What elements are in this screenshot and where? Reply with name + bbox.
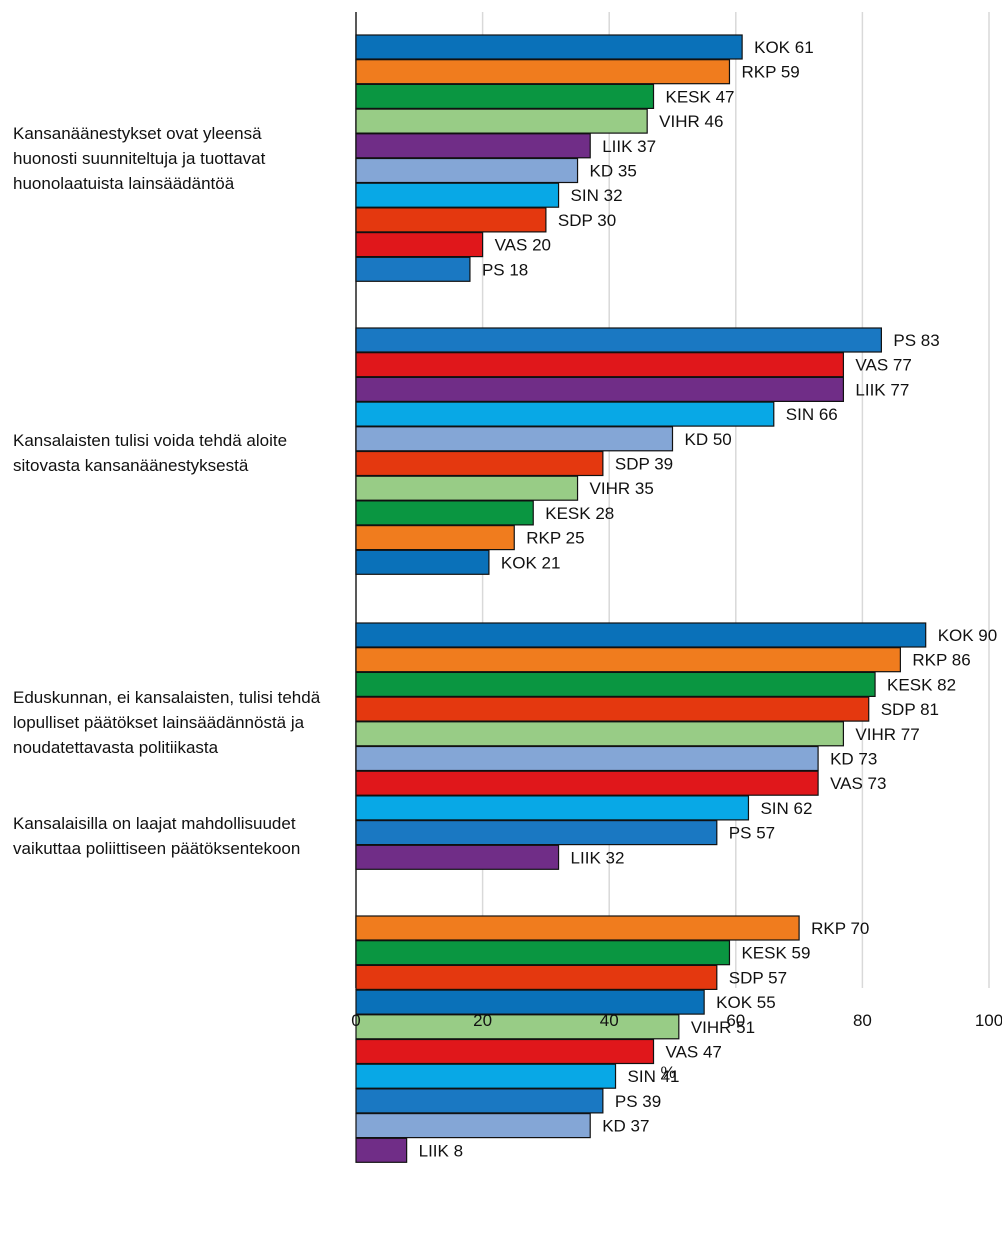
bar-kok — [355, 34, 743, 60]
bar-vihr — [355, 475, 579, 501]
bar-rkp — [355, 524, 515, 551]
bar-kesk — [355, 671, 876, 698]
data-label: VIHR 35 — [590, 479, 654, 498]
bar-sdp — [355, 696, 870, 722]
data-label: PS 83 — [893, 331, 939, 350]
data-label: KD 35 — [590, 162, 637, 181]
data-label: KD 73 — [830, 750, 877, 769]
data-label: KD 50 — [685, 430, 732, 449]
bar-sdp — [355, 964, 718, 991]
data-label: KOK 61 — [754, 38, 814, 57]
category-label: Kansalaisten tulisi voida tehdä aloite — [13, 431, 287, 450]
category-label: Eduskunnan, ei kansalaisten, tulisi tehd… — [13, 688, 321, 707]
data-label: SIN 41 — [628, 1067, 680, 1086]
bar-vas — [355, 770, 819, 796]
data-label: SIN 66 — [786, 405, 838, 424]
x-tick-label: 40 — [600, 1011, 619, 1030]
data-label: LIIK 8 — [419, 1141, 463, 1160]
bar-liik — [355, 1137, 408, 1163]
data-label: KOK 90 — [938, 626, 998, 645]
data-label: VAS 47 — [666, 1043, 722, 1062]
data-label: LIIK 77 — [855, 380, 909, 399]
data-label: SDP 30 — [558, 211, 616, 230]
data-label: SDP 57 — [729, 968, 787, 987]
data-label: VIHR 77 — [855, 725, 919, 744]
bar-kd — [355, 1112, 591, 1139]
category-label: noudatettavasta politiikasta — [13, 738, 219, 757]
x-tick-label: 20 — [473, 1011, 492, 1030]
bar-ps — [355, 256, 471, 282]
bar-sin — [355, 795, 750, 821]
data-label: PS 18 — [482, 260, 528, 279]
x-tick-label: 60 — [726, 1011, 745, 1030]
bar-vihr — [355, 721, 845, 747]
bar-kesk — [355, 940, 731, 966]
data-label: KESK 28 — [545, 504, 614, 523]
data-label: VAS 73 — [830, 774, 886, 793]
data-label: SIN 32 — [571, 186, 623, 205]
bar-kok — [355, 989, 705, 1015]
data-label: KD 37 — [602, 1117, 649, 1136]
category-label: lopulliset päätökset lainsäädännöstä ja — [13, 713, 305, 732]
data-label: PS 57 — [729, 824, 775, 843]
data-label: SDP 81 — [881, 700, 939, 719]
data-label: VIHR 51 — [691, 1018, 755, 1037]
data-label: VAS 20 — [495, 236, 551, 255]
data-label: LIIK 37 — [602, 137, 656, 156]
data-label: RKP 86 — [912, 651, 970, 670]
category-label: vaikuttaa poliittiseen päätöksentekoon — [13, 839, 300, 858]
bar-vas — [355, 232, 484, 258]
bar-sin — [355, 182, 560, 208]
x-tick-label: 100 — [975, 1011, 1002, 1030]
bar-sin — [355, 401, 775, 427]
data-label: RKP 59 — [741, 63, 799, 82]
bar-ps — [355, 1088, 604, 1114]
bar-kok — [355, 622, 927, 648]
bar-kd — [355, 426, 674, 452]
bar-liik — [355, 376, 845, 402]
data-label: PS 39 — [615, 1092, 661, 1111]
bar-sdp — [355, 450, 604, 477]
bar-rkp — [355, 647, 901, 673]
bar-ps — [355, 819, 718, 846]
data-label: LIIK 32 — [571, 848, 625, 867]
category-label: sitovasta kansanäänestyksestä — [13, 456, 249, 475]
category-label: huonolaatuista lainsäädäntöä — [13, 174, 235, 193]
bar-vihr — [355, 108, 648, 134]
data-label: KESK 59 — [741, 944, 810, 963]
bar-kesk — [355, 83, 655, 110]
bar-vas — [355, 1038, 655, 1065]
data-label: SIN 62 — [760, 799, 812, 818]
data-label: KOK 21 — [501, 553, 561, 572]
data-label: RKP 70 — [811, 919, 869, 938]
bar-rkp — [355, 59, 731, 85]
bar-vas — [355, 352, 845, 378]
category-label: huonosti suunniteltuja ja tuottavat — [13, 149, 266, 168]
bar-rkp — [355, 915, 800, 941]
data-label: VIHR 46 — [659, 112, 723, 131]
data-label: KESK 82 — [887, 675, 956, 694]
data-label: VAS 77 — [855, 356, 911, 375]
data-label: SDP 39 — [615, 455, 673, 474]
bar-liik — [355, 844, 560, 870]
x-tick-label: 0 — [351, 1011, 360, 1030]
category-label: Kansanäänestykset ovat yleensä — [13, 124, 262, 143]
bar-kd — [355, 157, 579, 184]
x-tick-label: 80 — [853, 1011, 872, 1030]
bar-ps — [355, 327, 882, 353]
bar-vihr — [355, 1014, 680, 1040]
bar-sin — [355, 1063, 617, 1089]
bar-sdp — [355, 207, 547, 233]
data-label: RKP 25 — [526, 529, 584, 548]
category-label: Kansalaisilla on laajat mahdollisuudet — [13, 814, 296, 833]
bar-liik — [355, 133, 591, 159]
bar-kd — [355, 745, 819, 772]
bar-kok — [355, 549, 490, 575]
bar-kesk — [355, 500, 534, 526]
data-label: KESK 47 — [666, 87, 735, 106]
data-label: KOK 55 — [716, 993, 776, 1012]
x-axis-title: % — [660, 1063, 675, 1082]
